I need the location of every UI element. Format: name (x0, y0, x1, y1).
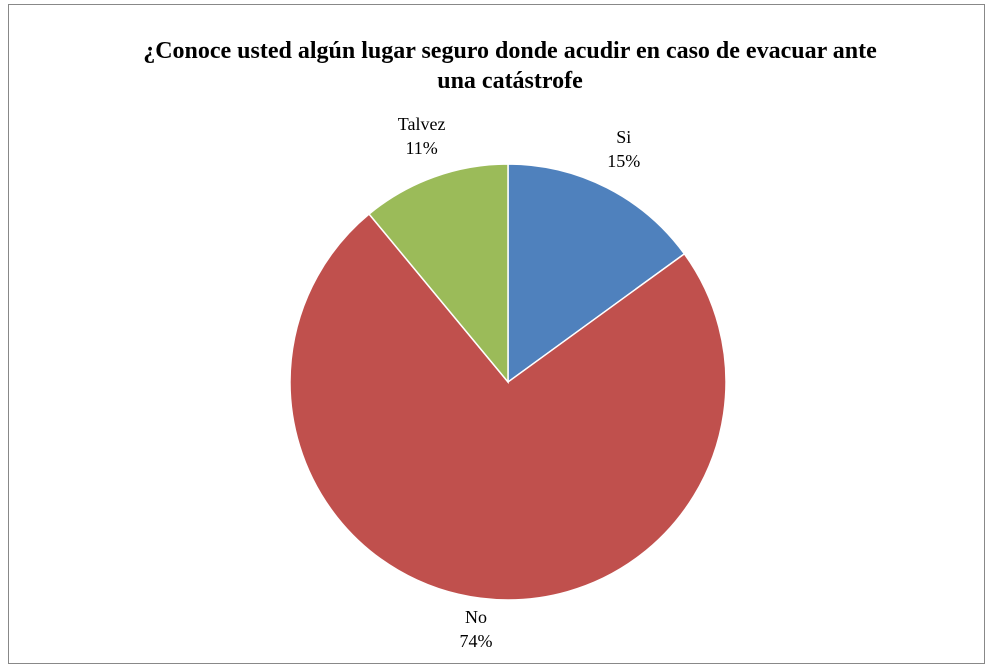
value-label: 11% (405, 138, 437, 158)
value-label: 15% (607, 151, 640, 171)
slice-label: No (465, 607, 487, 627)
pie-slice (367, 163, 509, 385)
slice-label: Si (616, 127, 631, 147)
value-label: 74% (460, 631, 493, 651)
pie-slice (289, 212, 727, 601)
chart-title: ¿Conoce usted algún lugar seguro donde a… (143, 38, 877, 94)
slice-label: Talvez (398, 114, 446, 134)
pie-slice (507, 163, 686, 384)
